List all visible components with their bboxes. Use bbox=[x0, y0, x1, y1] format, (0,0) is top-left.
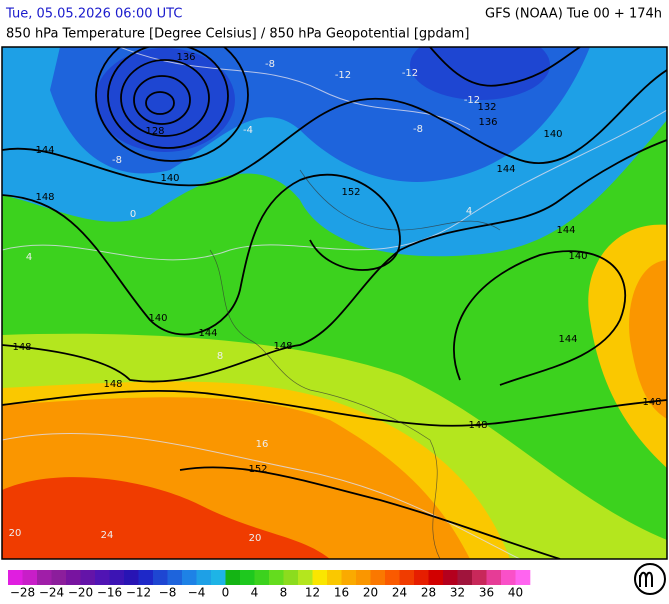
map-frame bbox=[1, 46, 668, 560]
contour-label: 4 bbox=[26, 252, 32, 263]
legend-tick-label: −20 bbox=[68, 586, 93, 600]
legend-tick-label: 0 bbox=[222, 586, 230, 600]
legend-swatch bbox=[196, 570, 212, 585]
date: Tue, 05.05.2026 06:00 UTC bbox=[5, 7, 182, 22]
contour-label: 128 bbox=[145, 126, 164, 137]
legend-tick-label: 36 bbox=[479, 586, 494, 600]
legend-swatch bbox=[37, 570, 52, 585]
title: 850 hPa Temperature [Degree Celsius] / 8… bbox=[6, 27, 469, 42]
legend-tick-label: 40 bbox=[508, 586, 523, 600]
legend-tick-label: 16 bbox=[334, 586, 349, 600]
legend-swatch bbox=[341, 570, 357, 585]
contour-label: 148 bbox=[103, 379, 122, 390]
legend-swatch bbox=[240, 570, 255, 585]
contour-label: 144 bbox=[558, 334, 577, 345]
legend-swatch bbox=[22, 570, 38, 585]
legend-swatch bbox=[211, 570, 226, 585]
legend-swatch bbox=[95, 570, 110, 585]
legend-swatch bbox=[109, 570, 125, 585]
legend-swatch bbox=[182, 570, 197, 585]
legend-tick-label: −16 bbox=[97, 586, 122, 600]
contour-label: 148 bbox=[35, 192, 54, 203]
legend-tick-label: 12 bbox=[305, 586, 320, 600]
legend-swatch bbox=[167, 570, 183, 585]
legend-swatch bbox=[66, 570, 81, 585]
legend-swatch bbox=[486, 570, 502, 585]
contour-label: 144 bbox=[496, 164, 515, 175]
contour-label: 144 bbox=[35, 145, 54, 156]
contour-label: -8 bbox=[413, 124, 423, 135]
contour-label: -12 bbox=[464, 95, 480, 106]
contour-label: 148 bbox=[642, 397, 661, 408]
model: GFS (NOAA) Tue 00 + 174h bbox=[485, 7, 662, 22]
contour-label: -12 bbox=[335, 70, 351, 81]
legend-tick-label: 8 bbox=[280, 586, 288, 600]
legend-swatch bbox=[225, 570, 241, 585]
contour-label: 148 bbox=[273, 341, 292, 352]
legend-swatch bbox=[399, 570, 415, 585]
legend-tick-label: 32 bbox=[450, 586, 465, 600]
legend-tick-label: 20 bbox=[363, 586, 378, 600]
contour-label: 144 bbox=[198, 328, 217, 339]
contour-label: 152 bbox=[341, 187, 360, 198]
legend-tick-label: 4 bbox=[251, 586, 259, 600]
legend-tick-label: −24 bbox=[39, 586, 64, 600]
legend-swatch bbox=[298, 570, 313, 585]
contour-label: 140 bbox=[543, 129, 562, 140]
contour-label: 152 bbox=[248, 464, 267, 475]
contour-label: 0 bbox=[130, 209, 136, 220]
contour-label: -12 bbox=[402, 68, 418, 79]
contour-label: 16 bbox=[256, 439, 269, 450]
legend-tick-label: −8 bbox=[159, 586, 177, 600]
legend-swatch bbox=[269, 570, 284, 585]
legend-swatch bbox=[124, 570, 139, 585]
contour-label: 140 bbox=[568, 251, 587, 262]
contour-label: 136 bbox=[176, 52, 195, 63]
legend-swatch bbox=[254, 570, 270, 585]
legend-swatch bbox=[370, 570, 386, 585]
legend-tick-label: −28 bbox=[10, 586, 35, 600]
legend-swatch bbox=[153, 570, 168, 585]
legend-swatch bbox=[457, 570, 473, 585]
legend-tick-label: −4 bbox=[188, 586, 206, 600]
legend-swatch bbox=[443, 570, 458, 585]
legend-swatch bbox=[8, 570, 23, 585]
legend-swatch bbox=[428, 570, 444, 585]
legend-swatch bbox=[385, 570, 400, 585]
contour-label: 24 bbox=[101, 530, 114, 541]
contour-label: 148 bbox=[12, 342, 31, 353]
contour-label: -8 bbox=[265, 59, 275, 70]
contour-label: 4 bbox=[466, 206, 472, 217]
contour-label: 136 bbox=[478, 117, 497, 128]
contour-label: -4 bbox=[243, 125, 253, 136]
contour-label: 140 bbox=[160, 173, 179, 184]
legend-swatch bbox=[515, 570, 531, 585]
logo bbox=[634, 563, 666, 595]
legend-swatch bbox=[312, 570, 328, 585]
contour-label: 20 bbox=[9, 528, 22, 539]
legend-swatch bbox=[414, 570, 429, 585]
contour-label: 132 bbox=[477, 102, 496, 113]
contour-label: 148 bbox=[468, 420, 487, 431]
contour-label: 20 bbox=[249, 533, 262, 544]
legend-tick-label: 28 bbox=[421, 586, 436, 600]
contour-label: 144 bbox=[556, 225, 575, 236]
legend-swatch bbox=[501, 570, 516, 585]
contour-label: -8 bbox=[112, 155, 122, 166]
legend-tick-label: −12 bbox=[126, 586, 151, 600]
legend-swatch bbox=[472, 570, 487, 585]
legend-swatch bbox=[356, 570, 371, 585]
legend-swatch bbox=[80, 570, 96, 585]
legend-tick-label: 24 bbox=[392, 586, 407, 600]
legend-swatch bbox=[51, 570, 67, 585]
contour-label: 140 bbox=[148, 313, 167, 324]
legend-swatch bbox=[283, 570, 299, 585]
map bbox=[2, 47, 667, 559]
legend-swatch bbox=[138, 570, 154, 585]
contour-label: 8 bbox=[217, 351, 223, 362]
legend-swatch bbox=[327, 570, 342, 585]
